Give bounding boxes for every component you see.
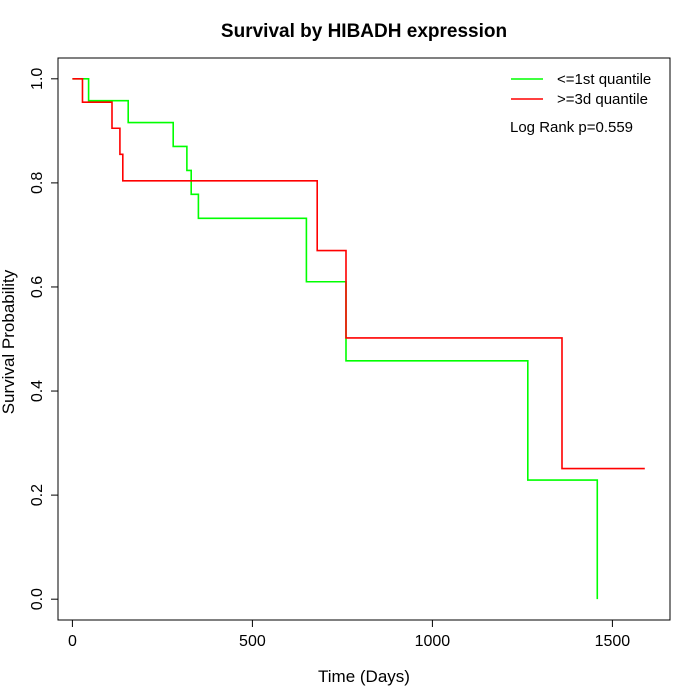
legend-label: >=3d quantile <box>557 91 648 108</box>
x-axis-label: Time (Days) <box>318 667 410 686</box>
legend-label: <=1st quantile <box>557 71 651 88</box>
y-tick-label: 0.4 <box>29 380 46 402</box>
y-tick-label: 0.6 <box>29 276 46 298</box>
plot-frame <box>57 57 671 621</box>
x-axis: 0 500 1000 1500 <box>68 619 631 650</box>
y-tick-label: 1.0 <box>29 68 46 90</box>
survival-curve-series-2 <box>72 78 645 470</box>
chart-title: Survival by HIBADH expression <box>221 21 507 42</box>
y-axis: 0.0 0.2 0.4 0.6 0.8 1.0 <box>29 68 59 610</box>
survival-curve-series-1 <box>72 78 599 600</box>
y-axis-label: Survival Probability <box>0 269 18 414</box>
x-tick-label: 500 <box>239 633 266 650</box>
y-tick-label: 0.0 <box>29 588 46 610</box>
legend: <=1st quantile >=3d quantile <box>511 71 651 108</box>
log-rank-annotation: Log Rank p=0.559 <box>510 119 633 136</box>
y-tick-label: 0.8 <box>29 172 46 194</box>
y-tick-label: 0.2 <box>29 484 46 506</box>
x-tick-label: 1000 <box>415 633 451 650</box>
x-tick-label: 1500 <box>595 633 631 650</box>
x-tick-label: 0 <box>68 633 77 650</box>
series-layer <box>72 78 645 600</box>
